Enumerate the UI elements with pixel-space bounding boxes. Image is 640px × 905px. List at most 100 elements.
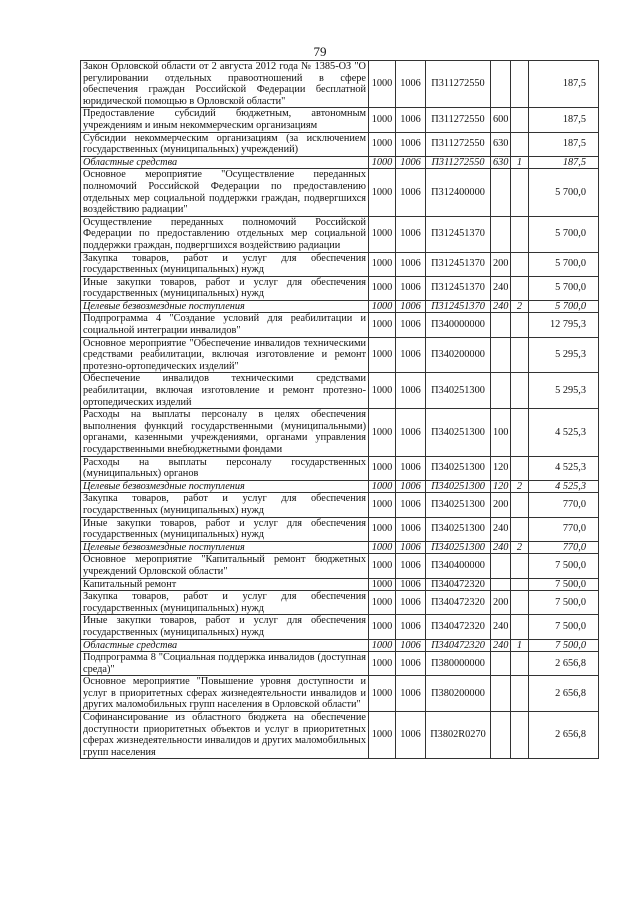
amount: 2 656,8	[528, 675, 599, 713]
amount: 5 700,0	[528, 215, 599, 253]
expense-type-code: 630	[490, 155, 511, 170]
expense-type-code	[490, 651, 511, 677]
table-row: Предоставление субсидий бюджетным, автон…	[80, 107, 599, 133]
subsection-code: 1006	[395, 590, 426, 616]
expense-type-code: 240	[490, 638, 511, 653]
target-article-code: П340472320	[425, 590, 491, 616]
funding-source-code: 2	[510, 299, 529, 314]
row-description: Иные закупки товаров, работ и услуг для …	[80, 614, 369, 640]
target-article-code: П340251300	[425, 540, 491, 555]
row-description: Основное мероприятие "Капитальный ремонт…	[80, 553, 369, 579]
expense-type-code	[490, 336, 511, 374]
target-article-code: П340200000	[425, 336, 491, 374]
table-row: Расходы на выплаты персоналу государстве…	[80, 455, 599, 481]
expense-type-code: 120	[490, 479, 511, 494]
target-article-code: П340251300	[425, 492, 491, 518]
subsection-code: 1006	[395, 711, 426, 760]
amount: 7 500,0	[528, 577, 599, 592]
expense-type-code	[490, 553, 511, 579]
target-article-code: П312451370	[425, 275, 491, 301]
expense-type-code: 200	[490, 590, 511, 616]
target-article-code: П312451370	[425, 299, 491, 314]
funding-source-code	[510, 577, 529, 592]
amount: 187,5	[528, 59, 599, 109]
section-code: 1000	[368, 516, 396, 542]
section-code: 1000	[368, 372, 396, 410]
section-code: 1000	[368, 492, 396, 518]
funding-source-code	[510, 455, 529, 481]
section-code: 1000	[368, 540, 396, 555]
table-row: Иные закупки товаров, работ и услуг для …	[80, 516, 599, 542]
table-row: Основное мероприятие "Обеспечение инвали…	[80, 336, 599, 374]
funding-source-code	[510, 408, 529, 457]
table-row: Капитальный ремонт 1000 1006 П340472320 7 50…	[80, 577, 599, 592]
funding-source-code: 2	[510, 479, 529, 494]
subsection-code: 1006	[395, 492, 426, 518]
row-description: Субсидии некоммерческим организациям (за…	[80, 131, 369, 157]
funding-source-code	[510, 336, 529, 374]
subsection-code: 1006	[395, 155, 426, 170]
funding-source-code	[510, 590, 529, 616]
amount: 7 500,0	[528, 590, 599, 616]
subsection-code: 1006	[395, 215, 426, 253]
expense-type-code: 120	[490, 455, 511, 481]
table-row: Софинансирование из областного бюджета н…	[80, 711, 599, 760]
funding-source-code	[510, 492, 529, 518]
section-code: 1000	[368, 638, 396, 653]
section-code: 1000	[368, 168, 396, 217]
expense-type-code	[490, 675, 511, 713]
funding-source-code	[510, 614, 529, 640]
funding-source-code	[510, 312, 529, 338]
target-article-code: П340472320	[425, 638, 491, 653]
table-row: Закупка товаров, работ и услуг для обесп…	[80, 492, 599, 518]
row-description: Предоставление субсидий бюджетным, автон…	[80, 107, 369, 133]
table-row: Закупка товаров, работ и услуг для обесп…	[80, 251, 599, 277]
subsection-code: 1006	[395, 168, 426, 217]
target-article-code: П340472320	[425, 577, 491, 592]
amount: 5 700,0	[528, 299, 599, 314]
table-row: Целевые безвозмездные поступления 1000 100…	[80, 479, 599, 494]
table-row: Областные средства 1000 1006 П311272550 630 1…	[80, 155, 599, 170]
target-article-code: П311272550	[425, 107, 491, 133]
subsection-code: 1006	[395, 614, 426, 640]
table-row: Подпрограмма 4 "Создание условий для реа…	[80, 312, 599, 338]
row-description: Расходы на выплаты персоналу в целях обе…	[80, 408, 369, 457]
funding-source-code: 2	[510, 540, 529, 555]
row-description: Целевые безвозмездные поступления	[80, 299, 369, 314]
amount: 4 525,3	[528, 479, 599, 494]
subsection-code: 1006	[395, 455, 426, 481]
budget-table: Закон Орловской области от 2 августа 201…	[80, 59, 599, 760]
expense-type-code	[490, 312, 511, 338]
section-code: 1000	[368, 408, 396, 457]
section-code: 1000	[368, 155, 396, 170]
target-article-code: П340251300	[425, 516, 491, 542]
funding-source-code: 1	[510, 155, 529, 170]
subsection-code: 1006	[395, 299, 426, 314]
subsection-code: 1006	[395, 651, 426, 677]
funding-source-code	[510, 516, 529, 542]
subsection-code: 1006	[395, 251, 426, 277]
target-article-code: П340251300	[425, 372, 491, 410]
section-code: 1000	[368, 553, 396, 579]
expense-type-code: 240	[490, 540, 511, 555]
expense-type-code	[490, 215, 511, 253]
amount: 770,0	[528, 492, 599, 518]
section-code: 1000	[368, 59, 396, 109]
section-code: 1000	[368, 107, 396, 133]
row-description: Целевые безвозмездные поступления	[80, 540, 369, 555]
target-article-code: П380200000	[425, 675, 491, 713]
table-row: Осуществление переданных полномочий Росс…	[80, 215, 599, 253]
expense-type-code	[490, 372, 511, 410]
expense-type-code: 240	[490, 614, 511, 640]
amount: 7 500,0	[528, 614, 599, 640]
amount: 5 295,3	[528, 336, 599, 374]
table-row: Основное мероприятие "Повышение уровня д…	[80, 675, 599, 713]
expense-type-code: 240	[490, 275, 511, 301]
subsection-code: 1006	[395, 275, 426, 301]
table-row: Обеспечение инвалидов техническими средс…	[80, 372, 599, 410]
expense-type-code: 630	[490, 131, 511, 157]
funding-source-code	[510, 59, 529, 109]
target-article-code: П3802R0270	[425, 711, 491, 760]
amount: 5 700,0	[528, 275, 599, 301]
section-code: 1000	[368, 711, 396, 760]
